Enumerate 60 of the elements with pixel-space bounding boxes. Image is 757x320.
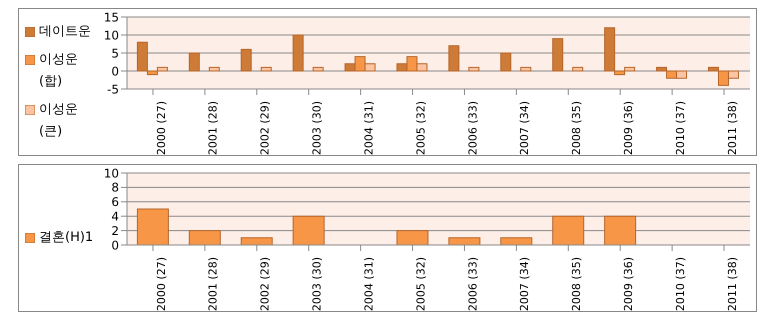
bar	[500, 52, 512, 72]
x-tick-label: 2007 (34)	[518, 257, 532, 312]
x-tick-label: 2007 (34)	[518, 101, 532, 156]
y-tick-label: 0	[111, 64, 119, 78]
bar	[136, 208, 169, 245]
bar	[240, 48, 252, 72]
x-tick-label: 2005 (32)	[414, 101, 428, 156]
x-tick-label: 2005 (32)	[414, 257, 428, 312]
bar	[396, 230, 428, 245]
bar	[604, 216, 636, 245]
x-tick-label: 2009 (36)	[622, 101, 636, 156]
bar	[448, 237, 480, 245]
y-tick-label: 5	[111, 46, 119, 60]
x-tick-label: 2004 (31)	[362, 101, 376, 156]
x-tick-label: 2003 (30)	[310, 257, 324, 312]
legend-label: 이성운(큰)	[39, 101, 79, 141]
x-tick-label: 2001 (28)	[206, 257, 220, 312]
y-tick-label: 6	[111, 195, 119, 210]
x-tick-label: 2011 (38)	[726, 101, 739, 156]
bar	[572, 66, 584, 72]
y-tick-label: 0	[111, 238, 119, 252]
x-tick-label: 2002 (29)	[258, 257, 272, 312]
bar	[448, 45, 460, 72]
x-tick-label: 2001 (28)	[206, 101, 220, 156]
bar	[188, 52, 200, 72]
bar	[520, 66, 532, 72]
x-tick-label: 2000 (27)	[154, 257, 168, 312]
x-tick-label: 2010 (37)	[674, 257, 687, 312]
x-tick-label: 2009 (36)	[622, 257, 636, 312]
y-tick-label: 10	[104, 28, 119, 42]
y-tick-label: 15	[104, 10, 119, 24]
y-tick-label: 4	[111, 209, 119, 224]
x-tick-label: 2008 (35)	[570, 257, 584, 312]
bar	[312, 66, 324, 72]
x-tick-label: 2006 (33)	[466, 257, 480, 312]
x-tick-label: 2010 (37)	[674, 101, 687, 156]
bar	[552, 38, 564, 72]
y-tick-label: 8	[111, 180, 119, 195]
bar	[260, 66, 272, 72]
bar	[208, 66, 220, 72]
bar	[240, 237, 273, 245]
bar	[500, 237, 532, 245]
x-tick-label: 2011 (38)	[726, 257, 739, 312]
x-tick-label: 2000 (27)	[154, 101, 168, 156]
bar	[292, 34, 304, 72]
x-tick-label: 2003 (30)	[310, 101, 324, 156]
x-tick-label: 2002 (29)	[258, 101, 272, 156]
bar	[552, 216, 584, 245]
y-tick-label: 2	[111, 224, 119, 238]
legend-label: 데이트운	[39, 23, 91, 41]
x-tick-label: 2008 (35)	[570, 101, 584, 156]
legend-label: 이성운(합)	[39, 51, 79, 91]
legend-label: 결혼(H)1	[39, 229, 94, 247]
bar	[292, 216, 325, 245]
x-tick-label: 2006 (33)	[466, 101, 480, 156]
bar	[188, 230, 221, 245]
x-tick-label: 2004 (31)	[362, 257, 376, 312]
y-tick-label: -5	[107, 82, 119, 96]
y-tick-label: 10	[104, 166, 119, 180]
bar	[468, 66, 480, 72]
